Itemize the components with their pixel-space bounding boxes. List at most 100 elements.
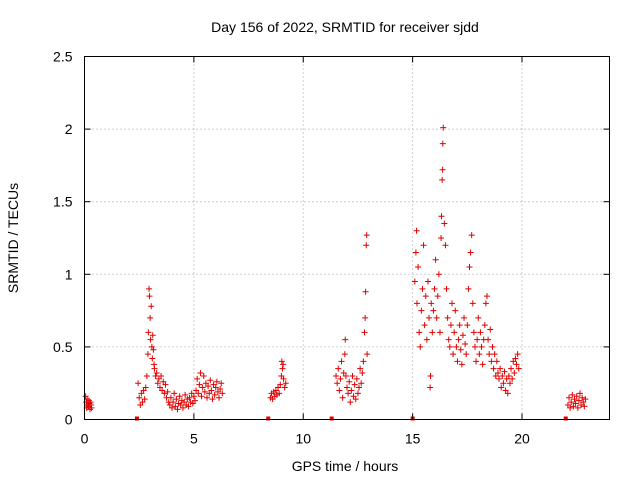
data-point	[429, 329, 436, 336]
y-tick-label: 1	[65, 266, 73, 282]
data-point	[147, 314, 154, 321]
zero-marker	[266, 416, 271, 421]
zero-marker	[329, 416, 334, 421]
data-point	[171, 390, 178, 397]
data-point	[440, 124, 447, 131]
data-point	[152, 372, 159, 379]
data-point	[146, 293, 153, 300]
data-point	[512, 355, 519, 362]
x-tick-label: 5	[190, 431, 198, 447]
data-point	[497, 365, 504, 372]
data-point	[341, 351, 348, 358]
data-point	[457, 346, 464, 353]
x-tick-label: 15	[405, 431, 421, 447]
data-point	[362, 288, 369, 295]
data-point	[198, 393, 205, 400]
data-point	[474, 336, 481, 343]
data-point	[211, 391, 218, 398]
data-point	[345, 390, 352, 397]
data-point	[364, 351, 371, 358]
grid-lines	[84, 56, 610, 420]
data-point	[363, 242, 370, 249]
chart-title: Day 156 of 2022, SRMTID for receiver sjd…	[211, 19, 479, 35]
data-point	[208, 387, 215, 394]
x-tick-label: 20	[514, 431, 530, 447]
y-tick-label: 0.5	[53, 339, 73, 355]
data-point	[569, 391, 576, 398]
data-point	[143, 372, 150, 379]
data-point	[333, 372, 340, 379]
data-point	[194, 375, 201, 382]
data-point	[415, 264, 422, 271]
data-point	[459, 332, 466, 339]
data-point	[136, 394, 143, 401]
data-point	[568, 399, 575, 406]
y-tick-labels: 0 0.5 1 1.5 2 2.5	[53, 49, 73, 428]
data-point	[488, 358, 495, 365]
data-point	[209, 396, 216, 403]
data-point	[362, 314, 369, 321]
data-point	[434, 293, 441, 300]
data-point	[427, 384, 434, 391]
data-point	[465, 285, 472, 292]
data-point	[579, 394, 586, 401]
data-point	[572, 400, 579, 407]
data-point	[467, 249, 474, 256]
data-point	[501, 368, 508, 375]
data-point	[484, 293, 490, 300]
data-point	[149, 332, 156, 339]
y-tick-label: 2.5	[53, 49, 73, 65]
data-point	[469, 300, 476, 307]
data-point	[135, 380, 142, 387]
data-point	[470, 329, 477, 336]
y-tick-label: 2	[65, 121, 73, 137]
data-point	[353, 375, 360, 382]
data-point	[413, 227, 420, 234]
data-point	[361, 329, 368, 336]
data-point	[216, 394, 223, 401]
data-point	[358, 380, 365, 387]
data-point	[142, 384, 149, 391]
zero-marker	[135, 416, 139, 421]
data-point	[505, 372, 512, 379]
data-point	[354, 390, 361, 397]
data-point	[150, 346, 157, 353]
data-point	[179, 404, 186, 411]
data-point	[347, 399, 354, 406]
data-point	[173, 396, 180, 403]
data-point	[338, 358, 345, 365]
data-point	[141, 396, 148, 403]
x-tick-labels: 0 5 10 15 20	[81, 431, 530, 447]
data-point	[197, 370, 204, 377]
data-point	[146, 285, 153, 292]
y-tick-label: 0	[65, 412, 73, 428]
data-point	[351, 381, 358, 388]
data-point	[508, 365, 515, 372]
data-point	[346, 378, 353, 385]
data-point	[145, 329, 152, 336]
data-point	[567, 404, 574, 411]
data-point	[282, 380, 289, 387]
data-point	[342, 336, 349, 343]
data-point	[466, 264, 473, 271]
data-point	[356, 384, 363, 391]
data-point	[149, 355, 156, 362]
data-point	[455, 336, 462, 343]
data-point	[190, 393, 197, 400]
data-point	[200, 372, 207, 379]
zero-marker	[563, 416, 568, 421]
data-point	[449, 300, 455, 307]
data-point	[337, 375, 344, 382]
data-point	[486, 351, 493, 358]
data-point	[219, 390, 226, 397]
data-point	[279, 365, 286, 372]
data-point	[199, 384, 206, 391]
data-point	[432, 256, 439, 263]
data-point	[451, 329, 458, 336]
data-point	[439, 176, 446, 183]
data-point	[478, 343, 485, 350]
data-point	[439, 166, 446, 173]
data-point	[280, 375, 287, 382]
data-point	[514, 351, 521, 358]
data-point	[170, 399, 177, 406]
